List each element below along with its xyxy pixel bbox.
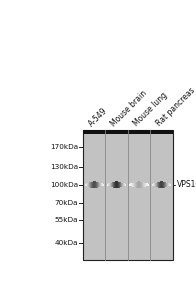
Text: 100kDa: 100kDa xyxy=(50,182,78,188)
Text: 170kDa: 170kDa xyxy=(50,144,78,150)
Text: 55kDa: 55kDa xyxy=(54,217,78,223)
Bar xyxy=(83,130,105,134)
Bar xyxy=(83,130,173,260)
Bar xyxy=(128,130,150,134)
Text: A-549: A-549 xyxy=(87,106,109,128)
Bar xyxy=(105,130,128,134)
Text: Mouse brain: Mouse brain xyxy=(109,89,149,128)
Text: 70kDa: 70kDa xyxy=(54,200,78,206)
Text: 130kDa: 130kDa xyxy=(50,164,78,169)
Text: VPS16: VPS16 xyxy=(177,180,196,189)
Text: Rat pancreas: Rat pancreas xyxy=(154,86,196,128)
Text: Mouse lung: Mouse lung xyxy=(132,91,169,128)
Text: 40kDa: 40kDa xyxy=(54,240,78,246)
Bar xyxy=(150,130,173,134)
